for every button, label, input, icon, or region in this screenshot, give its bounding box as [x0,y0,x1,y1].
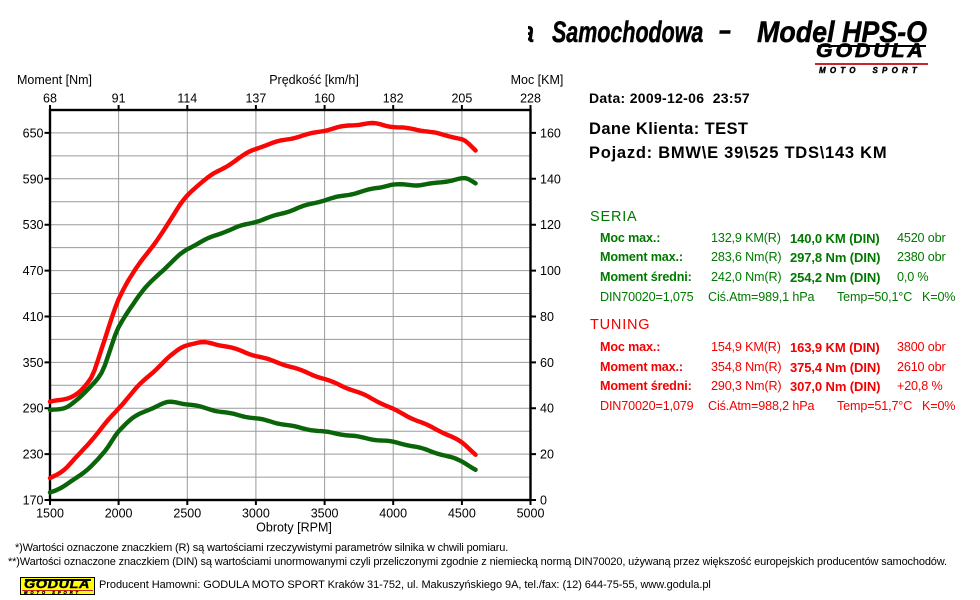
svg-text:137: 137 [245,92,266,106]
svg-text:0: 0 [540,494,547,508]
svg-text:2000: 2000 [105,507,133,521]
svg-text:140: 140 [540,172,561,186]
svg-text:80: 80 [540,310,554,324]
svg-text:68: 68 [43,92,57,106]
svg-text:410: 410 [23,310,44,324]
svg-text:Obroty [RPM]: Obroty [RPM] [256,521,332,535]
svg-text:120: 120 [540,218,561,232]
svg-text:4000: 4000 [379,507,407,521]
svg-text:5000: 5000 [517,507,545,521]
svg-text:3500: 3500 [311,507,339,521]
svg-text:160: 160 [540,126,561,140]
svg-text:4500: 4500 [448,507,476,521]
svg-text:3000: 3000 [242,507,270,521]
svg-text:1500: 1500 [36,507,64,521]
svg-text:91: 91 [112,92,126,106]
svg-text:Moment [Nm]: Moment [Nm] [17,73,92,87]
svg-text:228: 228 [520,92,541,106]
svg-text:170: 170 [23,494,44,508]
svg-text:40: 40 [540,402,554,416]
svg-text:160: 160 [314,92,335,106]
svg-text:100: 100 [540,264,561,278]
svg-text:590: 590 [23,172,44,186]
svg-text:205: 205 [451,92,472,106]
svg-text:350: 350 [23,356,44,370]
svg-text:230: 230 [23,448,44,462]
svg-text:114: 114 [177,92,197,106]
svg-text:Prędkość [km/h]: Prędkość [km/h] [269,73,359,87]
svg-text:530: 530 [23,218,44,232]
svg-text:2500: 2500 [173,507,201,521]
svg-text:470: 470 [23,264,44,278]
svg-text:60: 60 [540,356,554,370]
svg-text:290: 290 [23,402,44,416]
svg-text:650: 650 [23,126,44,140]
svg-text:20: 20 [540,448,554,462]
svg-text:182: 182 [383,92,404,106]
svg-text:Moc [KM]: Moc [KM] [511,73,564,87]
